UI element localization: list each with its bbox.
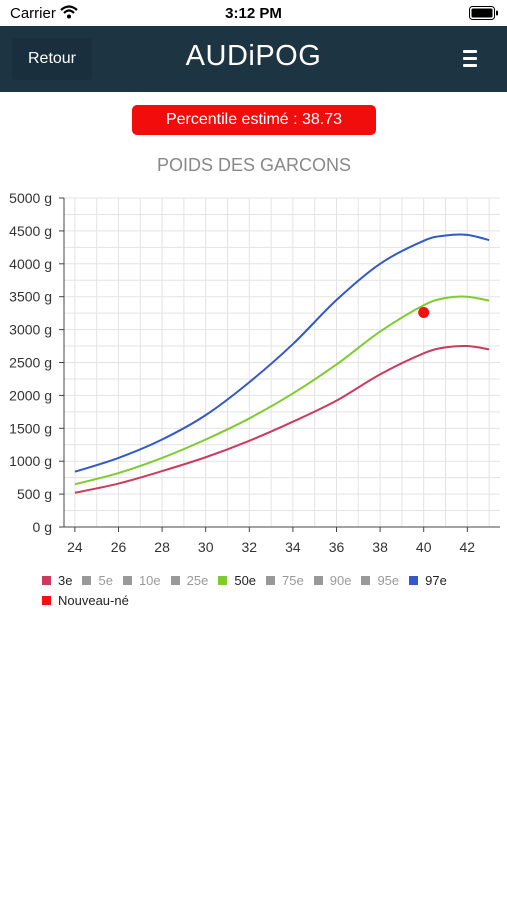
legend-swatch <box>122 575 132 585</box>
legend-item[interactable]: 50e <box>218 573 256 588</box>
app-title: AUDiPOG <box>185 40 322 72</box>
x-tick-label: 38 <box>372 539 388 555</box>
legend-swatch <box>170 575 180 585</box>
y-tick-label: 1000 g <box>9 453 52 469</box>
x-tick-label: 24 <box>67 539 83 555</box>
battery-icon <box>469 6 498 20</box>
legend-item[interactable]: 97e <box>409 573 447 588</box>
weight-chart: POIDS DES GARCONS 0 g 500 g 1000 g 1500 g 20… <box>9 155 500 555</box>
legend-row: 3e 5e 10e 25e 50e 75e 90e 95e 97e <box>42 570 482 590</box>
y-tick-label: 5000 g <box>9 190 52 206</box>
y-tick-label: 2500 g <box>9 355 52 371</box>
legend-swatch <box>82 575 92 585</box>
percentile-badge: Percentile estimé : 38.73 <box>132 105 376 135</box>
legend-item[interactable]: Nouveau-né <box>42 593 129 608</box>
legend-item[interactable]: 5e <box>82 572 113 588</box>
status-bar: Carrier 3:12 PM <box>0 0 507 26</box>
legend-swatch <box>361 575 371 585</box>
x-tick-label: 32 <box>242 539 258 555</box>
x-tick-label: 26 <box>111 539 127 555</box>
legend-swatch <box>42 595 51 605</box>
series-line-97e <box>74 233 490 473</box>
x-tick-label: 36 <box>329 539 345 555</box>
carrier-label: Carrier <box>10 5 56 22</box>
status-time: 3:12 PM <box>225 5 282 22</box>
y-tick-label: 500 g <box>17 486 52 502</box>
legend-label: 97e <box>425 572 447 588</box>
x-tick-label: 40 <box>416 539 432 555</box>
y-tick-label: 0 g <box>33 519 52 535</box>
y-tick-label: 1500 g <box>9 420 52 436</box>
legend-label: 3e <box>58 572 73 588</box>
series-line-3e <box>74 344 490 494</box>
legend-label: Nouveau-né <box>58 592 129 608</box>
y-tick-label: 4000 g <box>9 256 52 272</box>
series-layer <box>74 233 490 494</box>
legend-label: 50e <box>234 572 257 588</box>
legend-row: Nouveau-né <box>42 590 482 610</box>
legend-label: 25e <box>186 572 209 588</box>
legend-item[interactable]: 3e <box>42 573 72 588</box>
point-layer <box>418 306 430 318</box>
wifi-icon <box>60 5 78 19</box>
legend-label: 75e <box>282 572 304 588</box>
x-tick-label: 34 <box>285 539 301 555</box>
x-tick-label: 42 <box>460 539 476 555</box>
legend-label: 10e <box>138 572 161 588</box>
y-tick-label: 3000 g <box>9 322 52 338</box>
chart-title: POIDS DES GARCONS <box>157 155 351 175</box>
y-tick-label: 3500 g <box>9 289 52 305</box>
axis-layer: 0 g 500 g 1000 g 1500 g 2000 g 2500 g 3000 g 35… <box>9 190 500 555</box>
legend-swatch <box>313 575 323 585</box>
legend-item[interactable]: 95e <box>361 573 399 588</box>
grid-layer <box>64 197 500 528</box>
x-tick-label: 28 <box>154 539 170 555</box>
newborn-point <box>418 306 430 318</box>
chart-legend: 3e 5e 10e 25e 50e 75e 90e 95e 97e Nouveau-né <box>42 570 482 610</box>
legend-item[interactable]: 10e <box>122 572 161 588</box>
legend-label: 5e <box>98 572 113 588</box>
legend-swatch <box>409 575 419 585</box>
x-tick-label: 30 <box>198 539 214 555</box>
legend-swatch <box>218 575 228 585</box>
y-tick-label: 2000 g <box>9 387 52 403</box>
legend-item[interactable]: 25e <box>170 572 209 588</box>
back-button[interactable]: Retour <box>12 38 92 80</box>
legend-item[interactable]: 75e <box>266 573 304 588</box>
y-tick-label: 4500 g <box>9 223 52 239</box>
legend-label: 95e <box>377 572 400 588</box>
series-line-50e <box>74 295 490 486</box>
hamburger-menu-icon[interactable] <box>463 50 477 68</box>
legend-label: 90e <box>329 572 352 588</box>
nav-bar: Retour AUDiPOG <box>0 26 507 92</box>
legend-swatch <box>42 575 51 585</box>
legend-swatch <box>266 575 276 585</box>
legend-item[interactable]: 90e <box>313 572 352 588</box>
